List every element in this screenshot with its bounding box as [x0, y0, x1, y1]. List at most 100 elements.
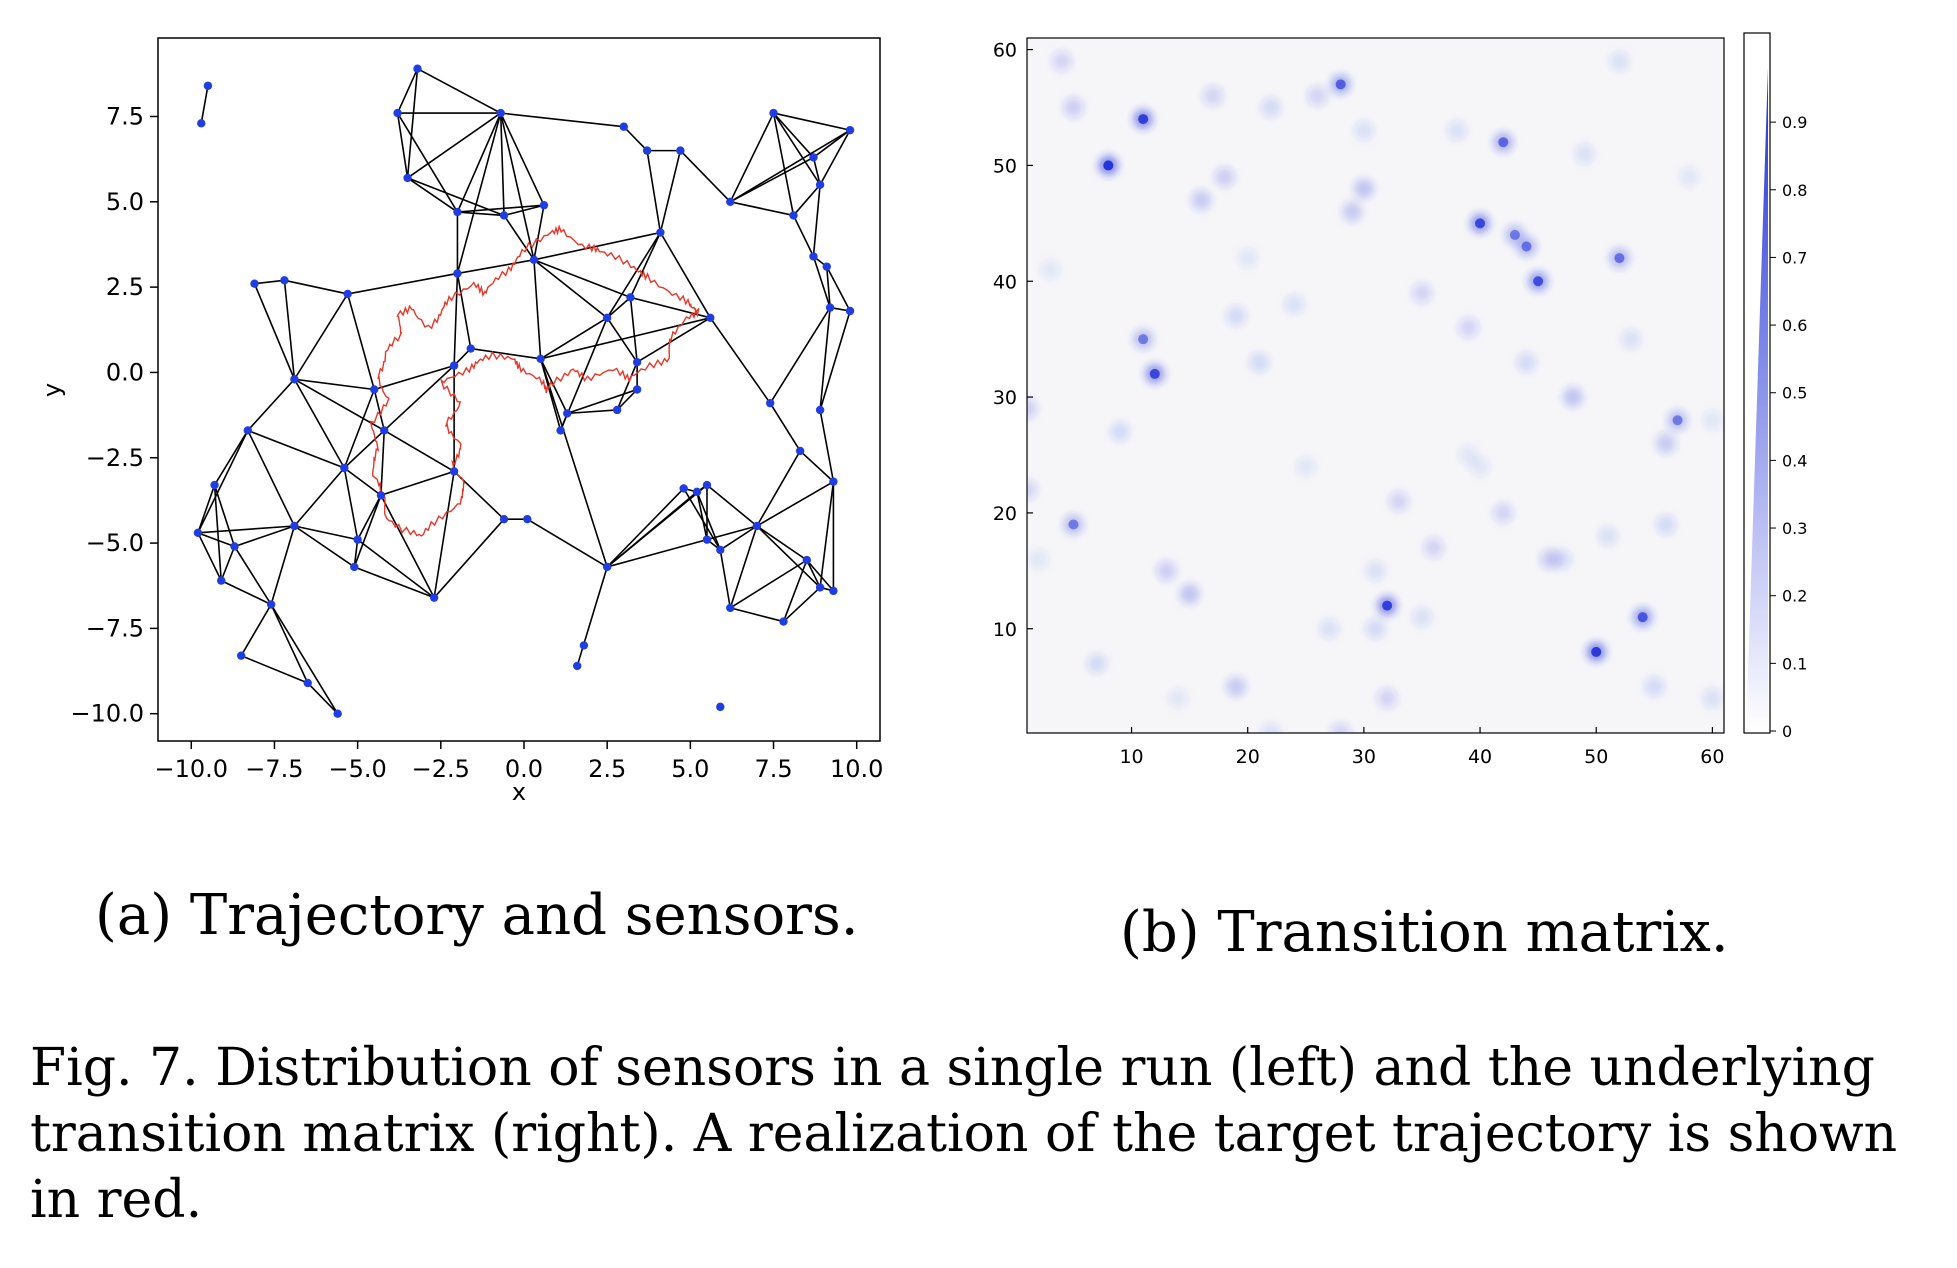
heatmap-cell [1632, 607, 1653, 628]
sensor-edge [457, 204, 545, 213]
heatmap-cell [1226, 306, 1247, 326]
sensor-point [716, 702, 725, 712]
sensor-edge [812, 129, 851, 159]
sensor-point [642, 146, 652, 155]
x-tick-label: −10.0 [154, 755, 228, 783]
sensor-edge [533, 259, 542, 359]
sensor-edge [606, 232, 662, 319]
colorbar-tick-label: 0.8 [1782, 181, 1807, 200]
sensor-edge [540, 317, 608, 360]
sensor-edge [503, 204, 545, 217]
sensor-point [393, 108, 402, 118]
sensor-point [380, 426, 389, 435]
sensor-point [370, 385, 379, 394]
heatmap-cell [1028, 549, 1049, 570]
sensor-point [726, 603, 735, 613]
sensor-edge [696, 491, 708, 540]
sensor-point [632, 385, 642, 394]
heatmap-cell [1295, 456, 1316, 477]
sensor-edge [407, 112, 502, 179]
sensor-edge [396, 112, 459, 213]
sensor-edge [812, 184, 821, 257]
heatmap-cell [1249, 352, 1270, 373]
sensor-edge [819, 310, 851, 411]
sensor-edge [343, 467, 359, 540]
y-tick-label: −10.0 [70, 700, 144, 728]
heatmap-cell [1260, 723, 1281, 733]
sensor-edge [533, 231, 661, 261]
colorbar-tick-label: 0.3 [1782, 519, 1807, 538]
sensor-point [523, 514, 532, 524]
sensor-edge [294, 378, 385, 432]
sensor-edge [499, 113, 505, 216]
colorbar-tick-label: 0.9 [1782, 113, 1807, 132]
sensor-point [692, 487, 702, 497]
sensor-point [429, 593, 439, 602]
sensor-point [449, 361, 459, 370]
sensor-edge [772, 112, 795, 216]
sensor-edge [806, 559, 835, 592]
heatmap-cell [1284, 294, 1305, 315]
sensor-edge [354, 566, 435, 599]
sensor-edge [353, 495, 382, 568]
sensor-edge [533, 259, 631, 299]
sensor-edge [433, 518, 505, 599]
sensor-point [612, 405, 622, 415]
heatmap-cell [1597, 526, 1618, 547]
heatmap-cell [1051, 51, 1072, 72]
sensor-point [563, 409, 572, 418]
sensor-point [579, 641, 589, 650]
heatmap-cell [1109, 421, 1130, 442]
colorbar-tick-label: 0 [1782, 722, 1792, 741]
heatmap-cell [1133, 109, 1154, 130]
sensor-edge [356, 494, 382, 541]
sensor-edge [772, 112, 815, 158]
sensor-point [350, 562, 359, 572]
sensor-point [752, 521, 762, 531]
sensor-edge [729, 559, 808, 609]
heatmap-cell [1458, 445, 1479, 465]
sensor-point [632, 357, 642, 367]
sensor-edge [470, 347, 541, 360]
sensor-point [573, 661, 582, 671]
heatmap-cell [1516, 352, 1537, 373]
sensor-edge [606, 296, 631, 319]
sensor-edge [792, 184, 821, 216]
sensor-nodes [193, 64, 855, 718]
sensor-point [815, 583, 825, 592]
sensor-point [815, 405, 825, 415]
sensor-edge [539, 358, 568, 414]
sensor-edge [357, 539, 435, 599]
y-tick-label: 30 [993, 387, 1017, 409]
y-tick-label: 50 [993, 155, 1017, 177]
sensor-edge [756, 525, 808, 561]
heatmap-cell [1377, 688, 1398, 709]
x-tick-label: −5.0 [328, 755, 386, 783]
sensor-edge [383, 429, 455, 473]
sensor-edge [799, 450, 834, 483]
heatmap-cell [1679, 167, 1700, 187]
sensor-point [802, 555, 812, 565]
trajectory-layer [369, 224, 700, 537]
heatmap-cell [1063, 97, 1084, 118]
sensor-edge [343, 467, 382, 496]
heatmap-cell [1027, 479, 1037, 500]
x-tick-label: 50 [1584, 746, 1608, 768]
sensor-edge [629, 232, 662, 298]
sensor-point [539, 201, 549, 210]
sensor-point [769, 108, 778, 118]
heatmap-cell [1516, 236, 1537, 257]
colorbar: 0.9 0.8 0.7 0.6 0.5 0.4 0.3 0.2 0.1 0 [1743, 32, 1807, 741]
sensor-point [353, 535, 362, 544]
sensor-edge [270, 604, 309, 684]
y-tick-label: 2.5 [106, 273, 144, 301]
sensor-edge [457, 259, 535, 275]
sensor-edge [343, 389, 376, 469]
sensor-edge [374, 364, 455, 391]
sensor-point [829, 477, 838, 486]
y-tick-label: 0.0 [106, 358, 144, 386]
sensor-edge [812, 256, 831, 308]
y-tick-label: 10 [993, 619, 1017, 641]
heatmap-cell [1342, 201, 1363, 222]
x-tick-label: −2.5 [412, 755, 470, 783]
